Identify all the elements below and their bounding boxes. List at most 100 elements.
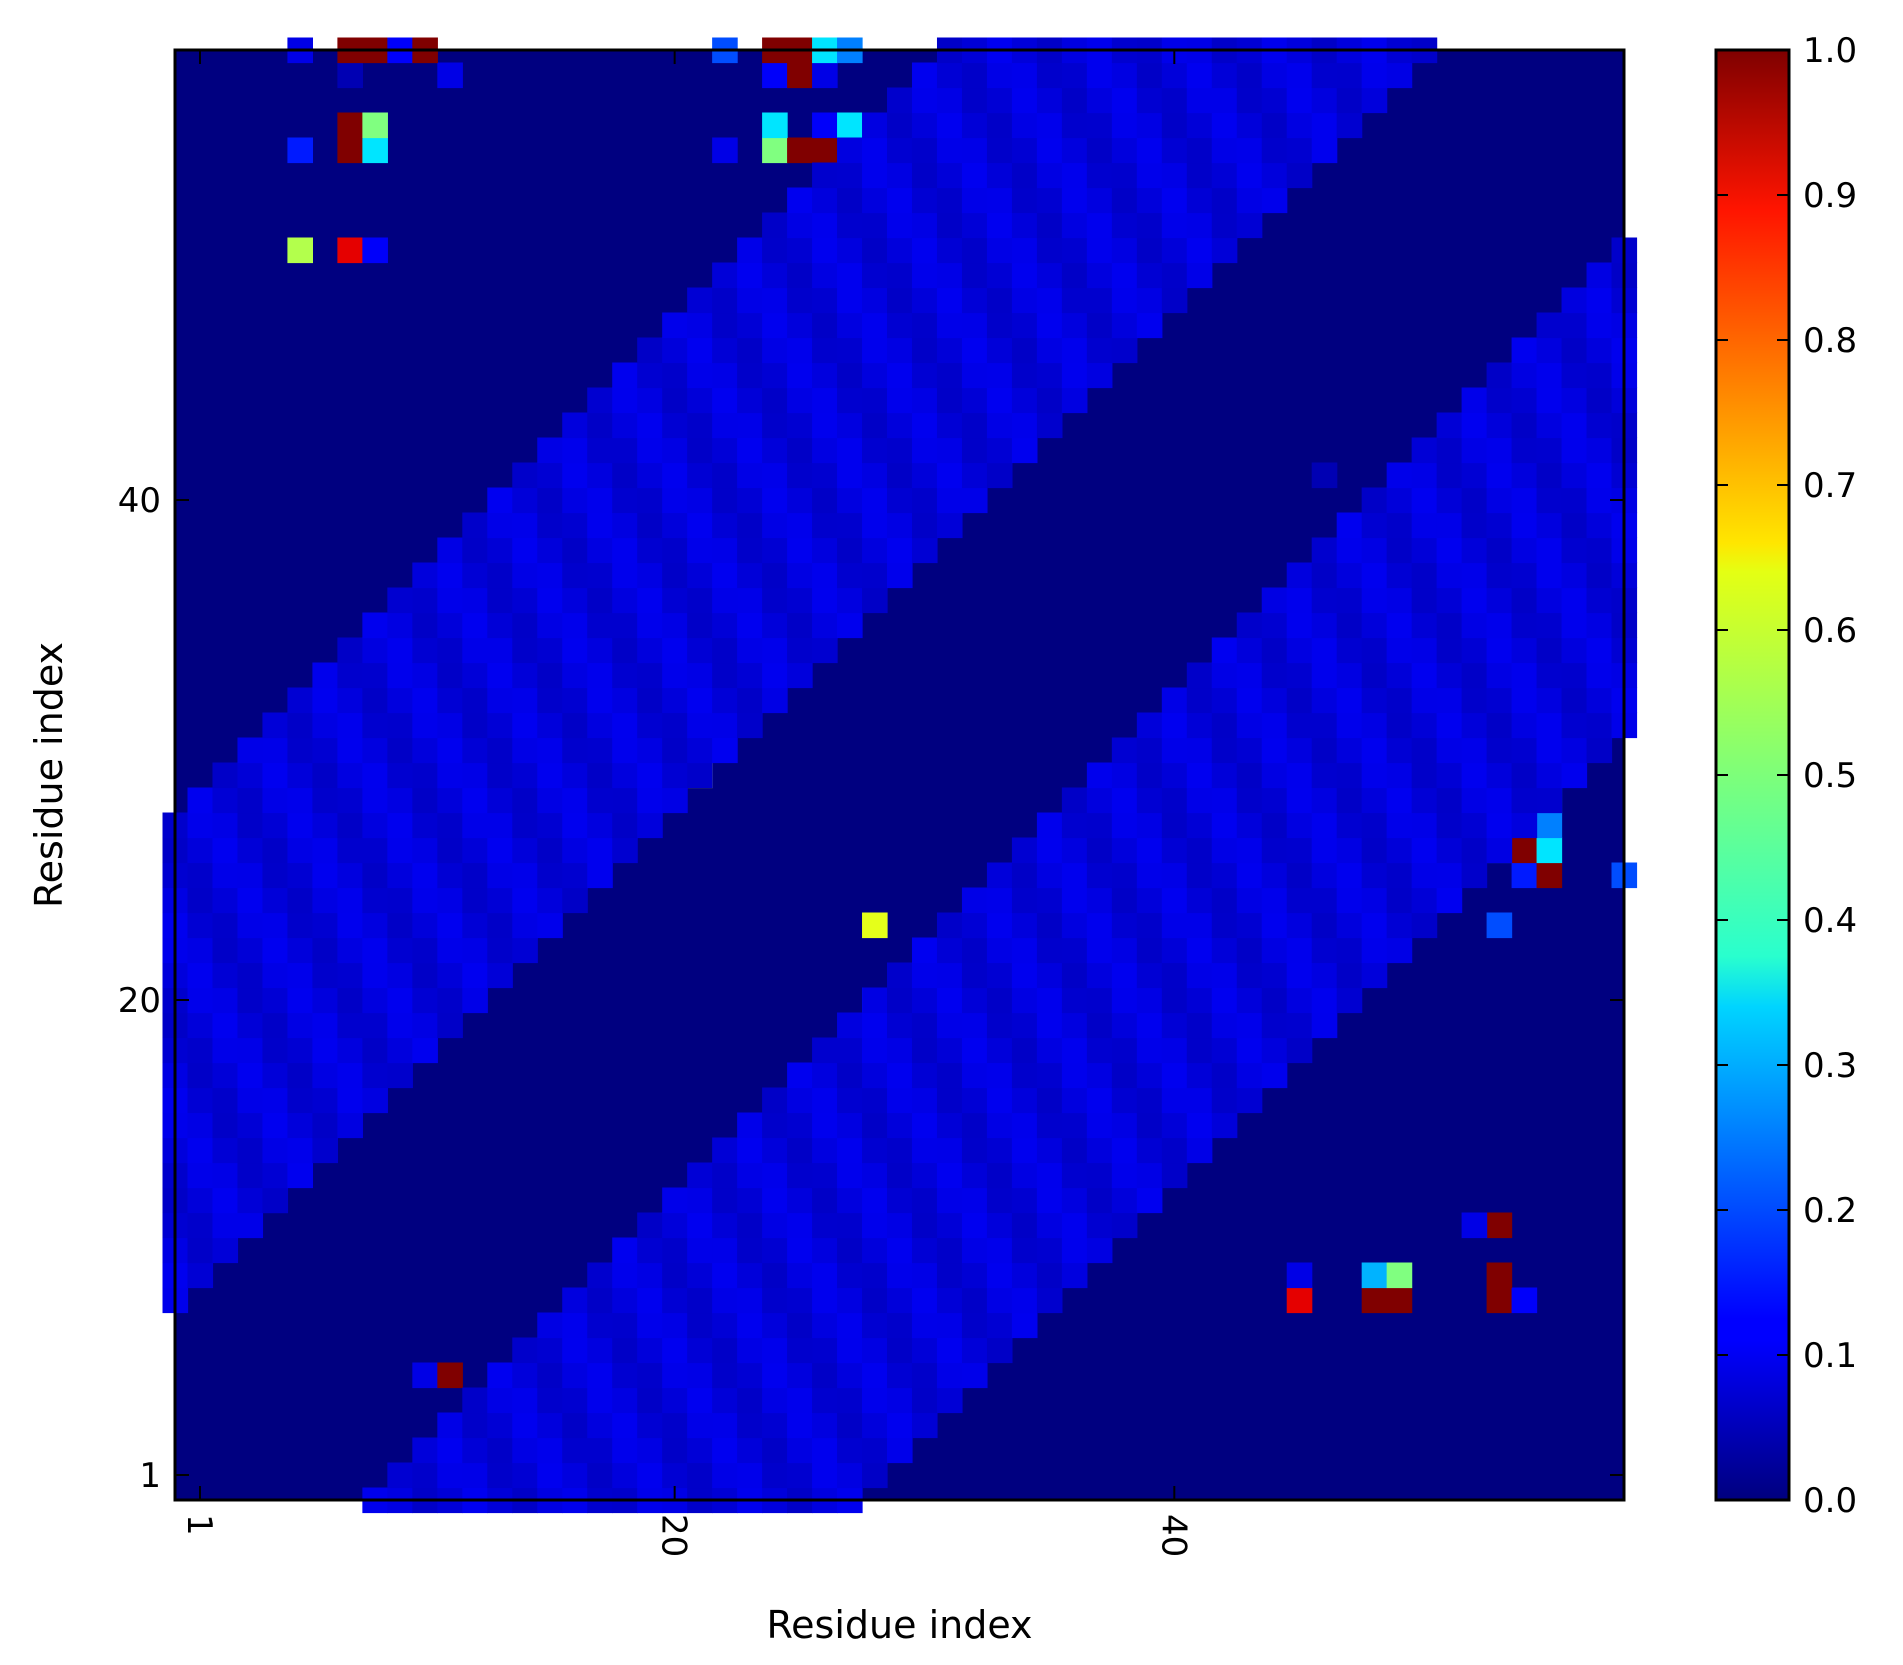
band-cell: [1261, 712, 1288, 739]
band-cell: [887, 1262, 913, 1289]
band-cell: [862, 1262, 888, 1289]
band-cell: [1361, 587, 1388, 614]
band-cell: [787, 1312, 813, 1339]
band-cell: [587, 587, 613, 614]
band-cell: [961, 1137, 988, 1164]
band-cell: [662, 387, 688, 414]
band-cell: [1336, 912, 1363, 939]
band-cell: [1111, 887, 1138, 914]
band-cell: [862, 1337, 888, 1364]
band-cell: [1261, 662, 1288, 689]
band-cell: [587, 687, 613, 714]
band-cell: [1411, 537, 1438, 564]
band-cell: [637, 662, 663, 689]
band-cell: [1011, 137, 1038, 164]
band-cell: [187, 837, 214, 864]
band-cell: [1136, 1087, 1163, 1114]
band-cell: [1036, 987, 1063, 1014]
band-cell: [712, 562, 738, 589]
band-cell: [1236, 862, 1263, 889]
band-cell: [911, 187, 938, 214]
band-cell: [587, 737, 613, 764]
band-cell: [687, 612, 713, 639]
band-cell: [1111, 1037, 1138, 1064]
band-cell: [1361, 62, 1388, 89]
band-cell: [887, 537, 913, 564]
band-cell: [187, 1162, 214, 1189]
band-cell: [936, 1287, 963, 1314]
band-cell: [737, 437, 763, 464]
band-cell: [787, 612, 813, 639]
band-cell: [911, 937, 938, 964]
band-cell: [1286, 587, 1313, 614]
band-cell: [487, 637, 513, 664]
band-cell: [1236, 712, 1263, 739]
band-cell: [287, 687, 313, 714]
band-cell: [787, 512, 813, 539]
band-cell: [587, 412, 613, 439]
band-cell: [187, 1212, 214, 1239]
band-cell: [687, 1337, 713, 1364]
band-cell: [1536, 562, 1563, 589]
band-cell: [362, 1037, 388, 1064]
band-cell: [237, 737, 264, 764]
band-cell: [387, 912, 413, 939]
band-cell: [837, 1012, 863, 1039]
band-cell: [762, 1412, 788, 1439]
heatmap-cell: [812, 62, 838, 89]
band-cell: [1486, 512, 1513, 539]
band-cell: [961, 112, 988, 139]
band-cell: [1411, 887, 1438, 914]
band-cell: [961, 212, 988, 239]
band-cell: [1386, 837, 1413, 864]
band-cell: [986, 112, 1013, 139]
band-cell: [986, 187, 1013, 214]
band-cell: [936, 937, 963, 964]
band-cell: [612, 1387, 638, 1414]
band-cell: [1011, 1112, 1038, 1139]
band-cell: [887, 287, 913, 314]
band-cell: [462, 1412, 488, 1439]
band-cell: [1486, 787, 1513, 814]
band-cell: [387, 812, 413, 839]
band-cell: [862, 1312, 888, 1339]
band-cell: [1236, 162, 1263, 189]
band-cell: [1136, 712, 1163, 739]
band-cell: [312, 762, 338, 789]
band-cell: [1311, 762, 1338, 789]
band-cell: [837, 1212, 863, 1239]
band-cell: [337, 812, 363, 839]
band-cell: [1511, 362, 1538, 389]
band-cell: [787, 312, 813, 339]
heatmap-cell: [1386, 1262, 1413, 1289]
band-cell: [262, 862, 289, 889]
band-cell: [911, 1162, 938, 1189]
band-cell: [1011, 887, 1038, 914]
band-cell: [1461, 812, 1488, 839]
band-cell: [762, 412, 788, 439]
band-cell: [1036, 87, 1063, 114]
band-cell: [936, 987, 963, 1014]
band-cell: [412, 1462, 438, 1489]
band-cell: [312, 787, 338, 814]
band-cell: [862, 487, 888, 514]
band-cell: [537, 687, 563, 714]
band-cell: [737, 312, 763, 339]
band-cell: [1111, 1137, 1138, 1164]
heatmap-cell: [1361, 1262, 1388, 1289]
band-cell: [1311, 687, 1338, 714]
band-cell: [212, 1162, 239, 1189]
band-cell: [762, 262, 788, 289]
band-cell: [437, 962, 463, 989]
band-cell: [936, 87, 963, 114]
band-cell: [1386, 62, 1413, 89]
band-cell: [1361, 687, 1388, 714]
band-cell: [911, 512, 938, 539]
band-cell: [187, 862, 214, 889]
band-cell: [1186, 662, 1213, 689]
band-cell: [911, 1012, 938, 1039]
band-cell: [1136, 237, 1163, 264]
band-cell: [587, 1462, 613, 1489]
band-cell: [1061, 262, 1088, 289]
band-cell: [1436, 712, 1463, 739]
